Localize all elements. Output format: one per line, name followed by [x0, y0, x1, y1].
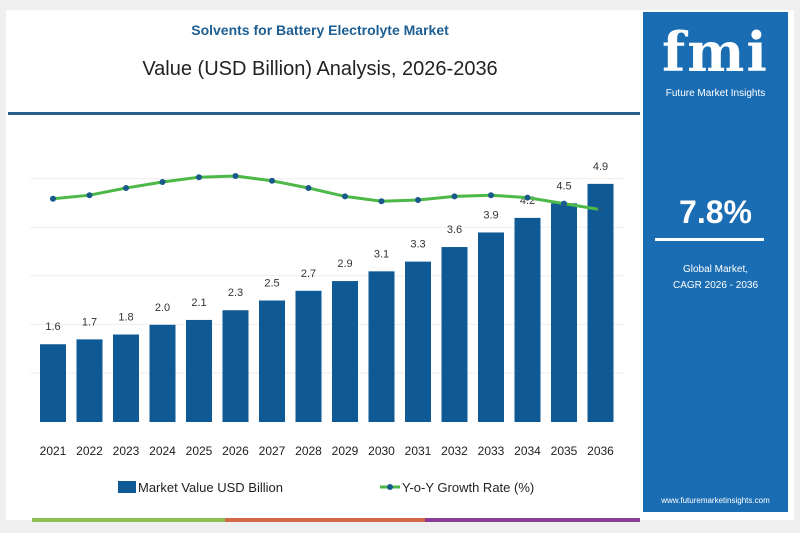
bar-2026 [222, 310, 249, 422]
growth-line [52, 174, 601, 212]
growth-point-2033 [488, 192, 494, 199]
data-label-2035: 4.5 [556, 180, 571, 192]
logo-subtext: Future Market Insights [665, 88, 766, 99]
footer-strip-purple [425, 518, 640, 522]
x-tick-2023: 2023 [113, 444, 140, 458]
x-tick-2026: 2026 [222, 444, 249, 458]
growth-point-2029 [342, 193, 348, 200]
growth-point-2036 [597, 206, 604, 213]
x-tick-2036: 2036 [587, 444, 614, 458]
legend-bar-label: Market Value USD Billion [138, 480, 283, 495]
bar-2034 [514, 217, 541, 422]
bar-2035 [551, 203, 577, 422]
x-tick-2032: 2032 [441, 444, 468, 458]
growth-point-2028 [305, 185, 312, 191]
cagr-label-line2: CAGR 2026 - 2036 [672, 280, 759, 291]
chart-subtitle: Value (USD Billion) Analysis, 2026-2036 [142, 58, 498, 80]
x-tick-2031: 2031 [405, 444, 432, 458]
data-label-2032: 3.6 [447, 224, 462, 236]
bar-2036 [587, 183, 614, 422]
growth-point-2027 [269, 177, 275, 184]
bar-2033 [478, 232, 504, 422]
x-tick-2021: 2021 [40, 444, 67, 458]
data-label-2027: 2.5 [264, 278, 279, 290]
growth-point-2035 [561, 200, 567, 207]
bar-2027 [259, 300, 285, 422]
growth-point-2026 [232, 173, 239, 179]
x-tick-2033: 2033 [478, 444, 505, 458]
footer-strip-orange [225, 518, 425, 522]
x-tick-2035: 2035 [551, 444, 578, 458]
bar-2030 [368, 271, 395, 422]
bar-2025 [186, 319, 212, 422]
data-label-2024: 2.0 [155, 302, 170, 314]
bar-2024 [149, 324, 176, 422]
data-label-2031: 3.3 [410, 239, 425, 251]
x-tick-2028: 2028 [295, 444, 322, 458]
legend-line-marker [387, 484, 393, 490]
fmi-logo: fmi [662, 20, 769, 84]
growth-point-2030 [378, 198, 385, 205]
x-tick-2024: 2024 [149, 444, 176, 458]
legend-line-label: Y-o-Y Growth Rate (%) [402, 480, 534, 495]
growth-point-2022 [86, 192, 93, 199]
data-label-2022: 1.7 [82, 316, 97, 328]
data-label-2026: 2.3 [228, 287, 243, 299]
bar-2023 [113, 334, 139, 422]
cagr-divider [655, 238, 764, 241]
x-tick-2025: 2025 [186, 444, 213, 458]
growth-point-2023 [123, 185, 129, 191]
website-link[interactable]: www.futuremarketinsights.com [661, 496, 770, 505]
bar-2029 [332, 281, 358, 422]
growth-point-2025 [196, 174, 202, 181]
growth-point-2031 [415, 197, 421, 203]
cagr-label: Global Market, CAGR 2026 - 2036 [643, 262, 788, 294]
growth-point-2024 [159, 179, 166, 185]
header-divider [8, 112, 640, 115]
bar-line-chart: 1.6 2021 1.7 2022 1.8 2023 2.0 2024 2.1 2025 2.3 20… [30, 161, 625, 495]
bar-2028 [295, 290, 322, 422]
data-label-2033: 3.9 [483, 209, 498, 221]
chart-title: Solvents for Battery Electrolyte Market [191, 22, 449, 38]
growth-point-2034 [524, 194, 531, 201]
data-label-2025: 2.1 [191, 297, 206, 309]
bar-2032 [441, 247, 468, 422]
data-label-2030: 3.1 [374, 248, 389, 260]
x-tick-2022: 2022 [76, 444, 103, 458]
data-label-2021: 1.6 [45, 321, 60, 333]
growth-point-2021 [50, 195, 56, 202]
x-tick-2027: 2027 [259, 444, 286, 458]
bar-2031 [405, 261, 431, 422]
data-label-2036: 4.9 [593, 161, 608, 173]
growth-point-2032 [451, 193, 458, 200]
data-label-2023: 1.8 [118, 312, 133, 324]
x-tick-2029: 2029 [332, 444, 359, 458]
cagr-value: 7.8% [679, 194, 752, 230]
x-tick-2030: 2030 [368, 444, 395, 458]
footer-strip-green [32, 518, 225, 522]
x-tick-2034: 2034 [514, 444, 541, 458]
bar-2021 [40, 344, 66, 422]
legend-bar-swatch [118, 481, 136, 493]
cagr-label-line1: Global Market, [682, 264, 749, 275]
data-label-2029: 2.9 [337, 258, 352, 270]
bar-2022 [76, 339, 103, 422]
data-label-2028: 2.7 [301, 268, 316, 280]
cagr-panel: fmi Future Market Insights 7.8% Global M… [643, 12, 788, 512]
